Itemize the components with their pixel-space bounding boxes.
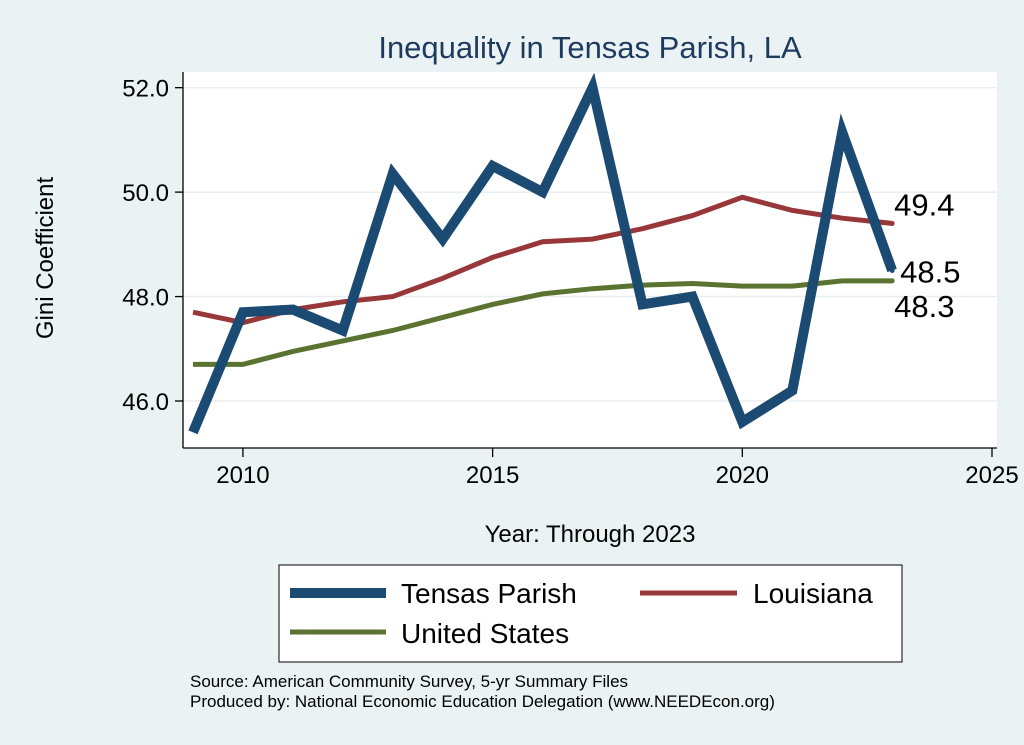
y-tick-label: 52.0: [122, 76, 169, 103]
end-point-marker: [889, 220, 895, 226]
end-labels: 48.5 49.4 48.3: [889, 187, 960, 324]
end-value-label: 49.4: [894, 187, 954, 222]
series-line-louisiana: [192, 194, 893, 326]
x-tick-label: 2020: [716, 462, 769, 489]
legend-box: [278, 564, 903, 663]
series-line-tensas-parish: [188, 72, 897, 435]
end-value-label: 48.5: [900, 254, 960, 289]
legend-label-louisiana: Louisiana: [753, 578, 873, 609]
y-tick-label: 46.0: [122, 389, 169, 416]
source-line: Source: American Community Survey, 5-yr …: [190, 672, 628, 691]
x-tick-label: 2010: [216, 462, 269, 489]
series-lines: [188, 72, 897, 435]
end-value-label: 48.3: [894, 289, 954, 324]
series-line-united-states: [193, 278, 893, 367]
x-axis-title: Year: Through 2023: [485, 521, 696, 548]
plot-area: [183, 72, 997, 448]
x-tick-label: 2025: [965, 462, 1018, 489]
legend-label-united-states: United States: [401, 618, 569, 649]
y-axis-ticks: 46.0 48.0 50.0 52.0: [122, 76, 183, 416]
end-point-marker: [889, 267, 895, 273]
producer-line: Produced by: National Economic Education…: [190, 692, 775, 711]
end-point-marker: [889, 278, 895, 284]
chart-title: Inequality in Tensas Parish, LA: [378, 30, 802, 65]
y-tick-label: 48.0: [122, 285, 169, 312]
x-tick-label: 2015: [466, 462, 519, 489]
y-tick-label: 50.0: [122, 180, 169, 207]
x-axis-ticks: 2010 2015 2020 2025: [216, 448, 1019, 489]
legend-label-tensas-parish: Tensas Parish: [401, 578, 577, 609]
y-axis-title: Gini Coefficient: [32, 177, 59, 340]
